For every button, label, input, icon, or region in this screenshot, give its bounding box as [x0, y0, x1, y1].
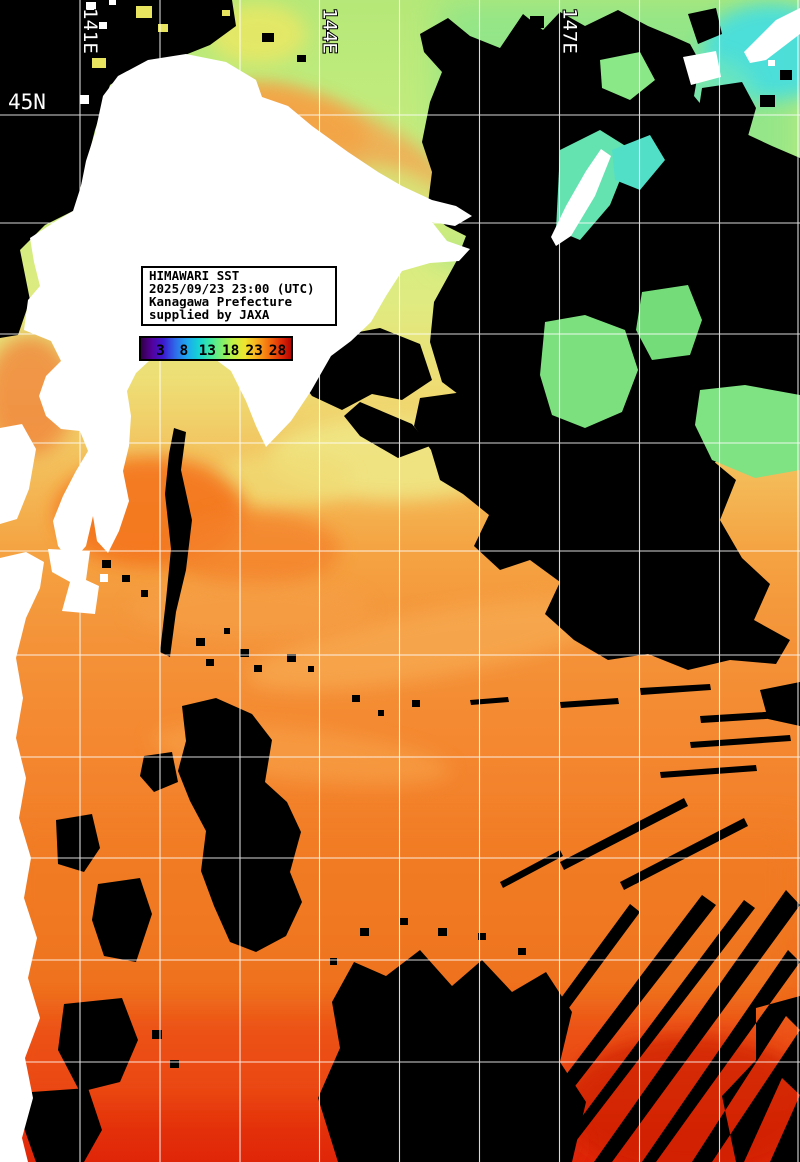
graticule-labels: 45N 141E 144E 147E	[7, 7, 582, 115]
cloud-coastal-blobs	[24, 752, 178, 1162]
sst-paleyellow-west	[210, 452, 350, 508]
colorbar-tick: 28	[269, 343, 286, 359]
colorbar-gradient-bar	[139, 336, 293, 361]
colorbar: 3 8 13 18 23 28	[139, 336, 293, 361]
info-box-source: supplied by JAXA	[149, 307, 270, 322]
colorbar-tick: 8	[180, 343, 189, 359]
info-box-title: HIMAWARI SST	[149, 268, 239, 283]
sst-hole-green-3	[695, 385, 800, 478]
sst-swirl-1	[247, 599, 613, 691]
cloud-mid-right-mass	[414, 390, 790, 670]
sst-hole-green-1	[540, 315, 638, 428]
land-shimokita-peninsula	[48, 549, 99, 614]
cloud-south-of-coast	[294, 328, 432, 458]
cloud-thin-wisps	[470, 682, 800, 778]
colorbar-tick: 3	[156, 343, 165, 359]
sst-strait-east	[170, 512, 340, 588]
sst-hole-cyan-streak	[612, 135, 665, 190]
cloud-yellow-specks	[92, 6, 230, 68]
land-honshu-coast	[0, 552, 44, 1162]
cloud-corner-blobs	[688, 8, 756, 138]
cloud-diagonal-streaks	[470, 798, 800, 1162]
land-west-patch	[0, 424, 36, 524]
colorbar-tick: 23	[245, 343, 262, 359]
cloud-vertical-streak-west	[160, 428, 192, 657]
lon-label-144e: 144E	[319, 8, 341, 54]
info-box-datetime: 2025/09/23 23:00 (UTC)	[149, 281, 315, 296]
sst-swirl-3	[130, 580, 370, 640]
island-small-east	[683, 51, 721, 85]
cloud-bottom-center-mass	[318, 950, 586, 1162]
sst-hole-green-2	[636, 285, 702, 360]
cloud-top-left	[0, 0, 236, 338]
colorbar-tick: 18	[222, 343, 239, 359]
colorbar-tick: 13	[199, 343, 216, 359]
lon-label-141e: 141E	[79, 8, 101, 54]
info-box: HIMAWARI SST 2025/09/23 23:00 (UTC) Kana…	[141, 266, 337, 326]
island-kunashiri	[551, 149, 611, 246]
lat-label-45n: 45N	[8, 90, 46, 114]
island-iturup-corner	[744, 8, 800, 63]
sst-hole-green-4	[600, 52, 655, 100]
info-box-prefecture: Kanagawa Prefecture	[149, 294, 292, 309]
lon-label-147e: 147E	[559, 8, 581, 54]
info-box-frame	[141, 266, 337, 326]
